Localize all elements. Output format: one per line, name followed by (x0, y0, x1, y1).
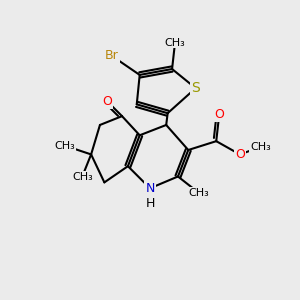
Text: CH₃: CH₃ (54, 141, 75, 151)
Text: N: N (145, 182, 155, 195)
Text: O: O (102, 95, 112, 108)
Text: CH₃: CH₃ (72, 172, 93, 182)
Text: S: S (191, 81, 200, 95)
Text: CH₃: CH₃ (250, 142, 271, 152)
Text: O: O (235, 148, 245, 161)
Text: Br: Br (105, 49, 118, 62)
Text: CH₃: CH₃ (188, 188, 209, 198)
Text: H: H (145, 197, 155, 210)
Text: O: O (214, 108, 224, 121)
Text: CH₃: CH₃ (165, 38, 185, 47)
